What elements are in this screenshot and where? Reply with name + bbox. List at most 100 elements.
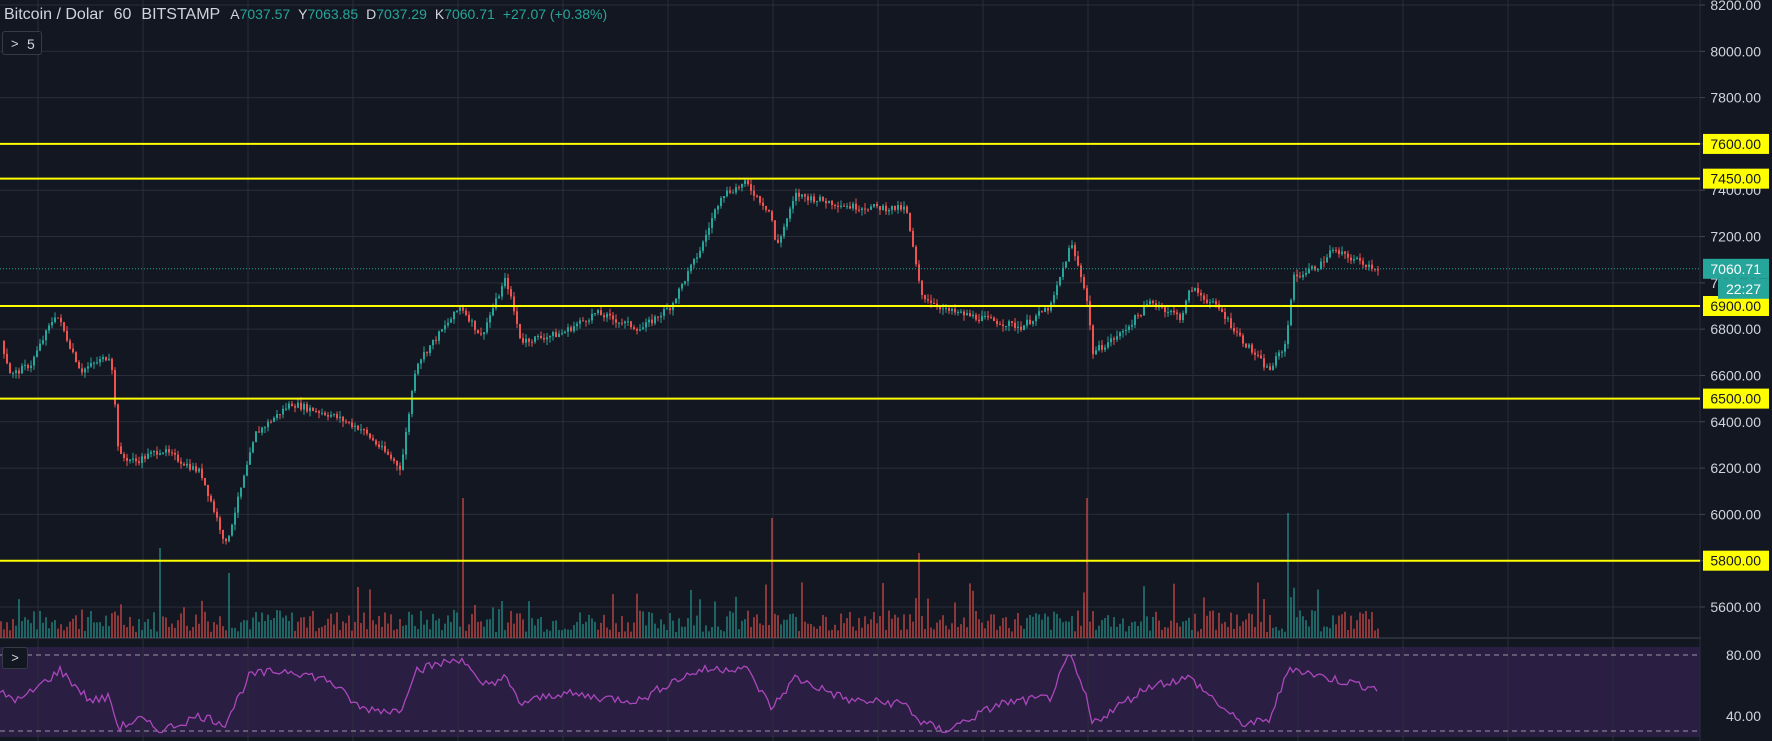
candle-body	[1296, 274, 1298, 277]
volume-bar	[279, 610, 281, 638]
candle-body	[1269, 366, 1271, 370]
volume-bar	[135, 631, 137, 638]
volume-bar	[837, 630, 839, 638]
candle-body	[507, 277, 509, 290]
horizontal-levels[interactable]	[0, 142, 1700, 562]
volume-bar	[171, 623, 173, 638]
volume-bar	[309, 616, 311, 638]
candle-body	[1212, 301, 1214, 303]
candle-body	[282, 408, 284, 415]
candle-body	[948, 307, 950, 312]
candle-body	[384, 445, 386, 452]
volume-bar	[720, 629, 722, 638]
symbol-interval[interactable]: 60	[113, 6, 132, 23]
volume-bar	[927, 598, 929, 638]
volume-bar	[744, 619, 746, 638]
change-value: +27.07 (+0.38%)	[502, 6, 608, 22]
candle-body	[522, 338, 524, 343]
volume-bar	[546, 629, 548, 638]
volume-bar	[435, 620, 437, 638]
candle-body	[891, 205, 893, 211]
level-price-tag[interactable]	[1703, 133, 1769, 154]
candle-body	[1128, 326, 1130, 330]
candle-body	[357, 425, 359, 430]
volume-bar	[189, 630, 191, 638]
volume-bar	[1071, 615, 1073, 638]
candle-body	[861, 208, 863, 210]
candle-body	[1071, 245, 1073, 249]
candle-body	[300, 402, 302, 410]
candle-body	[885, 205, 887, 212]
volume-bar	[213, 622, 215, 638]
volume-bar	[549, 630, 551, 638]
candle-body	[747, 180, 749, 185]
volume-bar	[561, 630, 563, 638]
volume-bar	[603, 614, 605, 638]
candle-body	[174, 452, 176, 455]
volume-bar	[1131, 622, 1133, 638]
level-price-tag[interactable]	[1703, 296, 1769, 316]
volume-bar	[1305, 620, 1307, 638]
candle-body	[696, 257, 698, 259]
volume-bar	[1365, 611, 1367, 638]
candle-body	[420, 359, 422, 364]
level-price-tag[interactable]	[1703, 550, 1769, 571]
volume-bar	[888, 610, 890, 638]
level-price-tag[interactable]	[1703, 168, 1769, 189]
volume-bar	[567, 629, 569, 638]
volume-bar	[690, 589, 692, 638]
rsi-pane[interactable]	[0, 654, 1700, 734]
candle-body	[432, 339, 434, 346]
symbol-name[interactable]: Bitcoin / Dolar	[4, 6, 104, 23]
volume-bar	[1152, 617, 1154, 638]
candle-body	[435, 339, 437, 341]
candle-body	[1014, 322, 1016, 328]
level-price-tag[interactable]	[1703, 388, 1769, 409]
candle-body	[993, 317, 995, 321]
price-axis[interactable]: 8200.008000.007800.007600.007400.007200.…	[1700, 0, 1772, 741]
volume-bar	[912, 621, 914, 638]
rsi-expand-button[interactable]: >	[2, 647, 28, 669]
candle-body	[402, 454, 404, 470]
candle-body	[123, 454, 125, 459]
volume-bar	[894, 614, 896, 638]
volume-bar	[795, 616, 797, 638]
candle-body	[825, 200, 827, 204]
volume-bar	[123, 624, 125, 638]
candle-body	[489, 315, 491, 323]
volume-bar	[975, 611, 977, 638]
candle-body	[642, 327, 644, 330]
candle-body	[177, 454, 179, 462]
volume-bar	[1371, 612, 1373, 638]
candle-body	[1002, 324, 1004, 327]
volume-bar	[741, 620, 743, 638]
candle-body	[1371, 264, 1373, 269]
candle-body	[1341, 251, 1343, 255]
candle-body	[33, 356, 35, 366]
volume-bar	[249, 629, 251, 638]
volume-bar	[21, 621, 23, 638]
candle-body	[39, 343, 41, 351]
candle-body	[558, 333, 560, 338]
candle-body	[1044, 308, 1046, 312]
candle-body	[582, 320, 584, 322]
volume-bar	[1197, 631, 1199, 638]
candle-body	[1248, 344, 1250, 348]
candle-body	[1281, 351, 1283, 353]
volume-bar	[996, 629, 998, 638]
volume-bar	[495, 631, 497, 638]
chevron-right-icon: >	[11, 650, 19, 665]
candle-body	[294, 406, 296, 408]
candle-body	[855, 203, 857, 210]
candle-body	[1080, 265, 1082, 278]
candle-body	[1365, 264, 1367, 268]
candle-body	[606, 313, 608, 318]
volume-bar	[654, 623, 656, 638]
candle-body	[297, 402, 299, 408]
candle-body	[375, 440, 377, 445]
indicators-collapse-button[interactable]: > 5	[2, 31, 42, 55]
candle-body	[1083, 277, 1085, 289]
candle-body	[1203, 295, 1205, 300]
candle-body	[267, 421, 269, 428]
